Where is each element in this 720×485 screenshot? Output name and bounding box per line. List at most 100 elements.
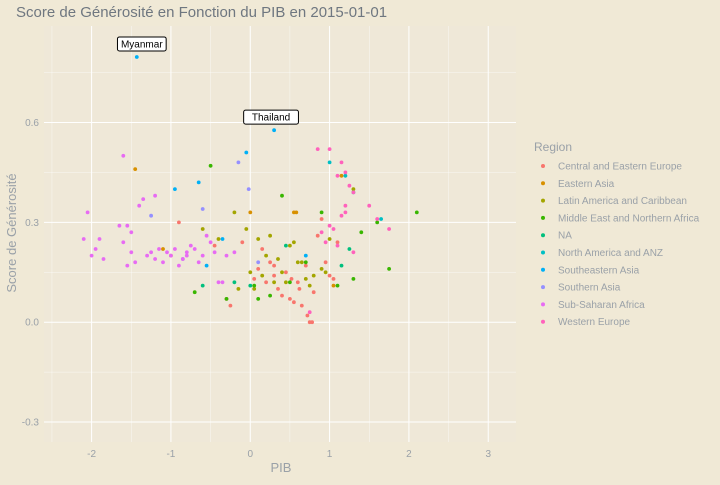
data-point xyxy=(212,243,217,248)
data-point xyxy=(268,293,272,298)
x-tick-label: 1 xyxy=(327,449,333,460)
legend-label: Latin America and Caribbean xyxy=(558,196,687,207)
data-point xyxy=(121,240,126,245)
data-point xyxy=(347,183,352,188)
data-point xyxy=(351,190,356,195)
data-point xyxy=(319,267,324,271)
data-point xyxy=(323,270,328,275)
legend-label: Central and Eastern Europe xyxy=(558,162,682,173)
data-point xyxy=(220,237,225,241)
plot-panel xyxy=(44,26,516,442)
data-point xyxy=(323,260,328,265)
data-point xyxy=(192,290,197,295)
data-point xyxy=(331,277,336,281)
data-point xyxy=(335,173,340,178)
data-point xyxy=(252,283,257,288)
data-point xyxy=(339,213,344,218)
data-point xyxy=(299,303,304,308)
data-point xyxy=(379,217,383,221)
data-point xyxy=(280,270,284,275)
y-tick-label: 0.0 xyxy=(25,318,39,329)
data-point xyxy=(224,253,229,258)
x-tick-label: -1 xyxy=(166,449,175,460)
data-point xyxy=(85,210,90,215)
data-point xyxy=(331,283,336,288)
data-point xyxy=(272,273,276,278)
data-point xyxy=(327,223,332,228)
data-point xyxy=(280,193,284,198)
data-point xyxy=(272,128,276,133)
data-point xyxy=(327,237,332,241)
legend-title: Region xyxy=(534,140,572,154)
data-point xyxy=(319,217,324,221)
data-point xyxy=(188,243,193,248)
data-point xyxy=(200,207,205,211)
data-point xyxy=(252,287,257,291)
data-point xyxy=(292,240,296,245)
annotation-label: Myanmar xyxy=(121,39,163,50)
legend-label: Southeastern Asia xyxy=(558,265,640,276)
data-point xyxy=(256,237,261,241)
legend-label: North America and ANZ xyxy=(558,248,663,259)
x-tick-label: 2 xyxy=(406,449,412,460)
legend-key xyxy=(541,215,545,220)
data-point xyxy=(331,227,336,231)
legend-key xyxy=(541,267,545,272)
data-point xyxy=(288,297,292,301)
data-point xyxy=(351,277,356,281)
data-point xyxy=(244,150,249,155)
legend-key xyxy=(541,285,545,290)
annotation-box xyxy=(243,109,299,125)
data-point xyxy=(180,257,185,261)
data-point xyxy=(311,273,316,278)
data-point xyxy=(228,303,233,308)
data-point xyxy=(153,193,158,198)
y-tick-label: 0.6 xyxy=(25,118,39,129)
legend-label: Sub-Saharan Africa xyxy=(558,300,645,311)
data-point xyxy=(272,263,276,268)
x-axis-label: PIB xyxy=(271,460,292,475)
data-point xyxy=(288,243,292,248)
legend: Region Central and Eastern Europe Eastern… xyxy=(534,140,700,328)
y-axis-label: Score de Générosité xyxy=(4,173,19,292)
data-point xyxy=(343,170,348,175)
data-point xyxy=(169,253,173,258)
data-point xyxy=(310,320,314,325)
data-point xyxy=(292,300,296,305)
data-point xyxy=(165,250,169,255)
data-point xyxy=(117,223,122,228)
data-point xyxy=(129,250,134,255)
x-tick-label: 0 xyxy=(247,449,253,460)
data-point xyxy=(248,210,253,215)
data-point xyxy=(177,220,181,225)
x-tick-label: 3 xyxy=(485,449,491,460)
data-point xyxy=(173,247,177,251)
data-point xyxy=(343,203,348,208)
data-point xyxy=(204,263,209,268)
data-point xyxy=(208,240,213,245)
data-point xyxy=(256,260,261,265)
data-point xyxy=(387,267,391,271)
data-point xyxy=(315,147,320,152)
data-point xyxy=(149,213,154,218)
data-point xyxy=(236,287,241,291)
legend-key xyxy=(541,181,545,186)
data-point xyxy=(177,263,181,268)
data-point xyxy=(351,250,356,255)
data-point xyxy=(184,253,189,258)
legend-label: Eastern Asia xyxy=(558,179,615,190)
data-point xyxy=(315,233,320,238)
legend-key xyxy=(541,319,545,324)
data-point xyxy=(284,270,288,275)
y-tick-label: 0.3 xyxy=(25,218,39,229)
data-point xyxy=(97,237,102,241)
data-point xyxy=(212,250,217,255)
data-point xyxy=(295,260,300,265)
annotation-label: Thailand xyxy=(252,113,290,124)
data-point xyxy=(288,280,292,285)
data-point xyxy=(157,247,161,251)
data-point xyxy=(236,160,241,165)
data-point xyxy=(240,240,245,245)
